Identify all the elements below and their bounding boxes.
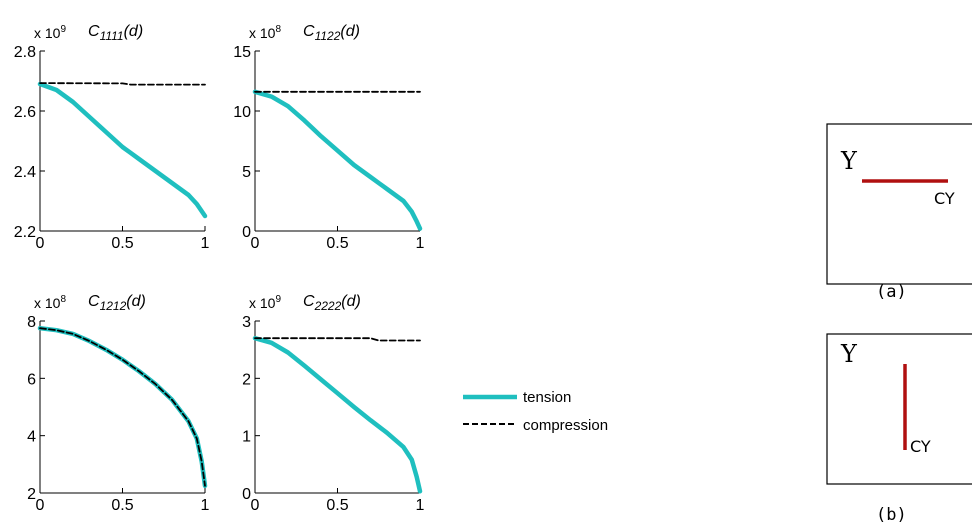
c1212-y-tick-label: 6 bbox=[27, 371, 36, 388]
c1212-title-subscript: 1212 bbox=[100, 299, 127, 313]
subplot-c1111: 0 0.5 1 2.2 2.4 2.6 2.8 x 109 C1111(d) bbox=[14, 23, 210, 252]
c1111-exponent: 9 bbox=[60, 24, 66, 35]
c1122-y-tick-label: 5 bbox=[242, 164, 251, 181]
diagram-a-cy-label: CY bbox=[934, 189, 955, 208]
diagram-a-frame bbox=[826, 123, 972, 285]
c1212-title-tail: (d) bbox=[126, 293, 146, 310]
c2222-exponent: 9 bbox=[275, 294, 281, 305]
c2222-function-title: C2222(d) bbox=[303, 293, 361, 313]
c1212-y-tick-label: 8 bbox=[27, 314, 36, 331]
c1111-series-compression bbox=[39, 82, 206, 86]
c1111-x-tick-label: 1 bbox=[201, 235, 210, 252]
c1122-y-tick-label: 15 bbox=[233, 44, 251, 61]
c2222-y-tick-label: 0 bbox=[242, 486, 251, 503]
legend: tension compression bbox=[463, 389, 608, 434]
c1111-series-tension bbox=[37, 81, 208, 219]
c1212-x-tick-label: 1 bbox=[201, 497, 210, 514]
c1212-exponent-label: x 108 bbox=[34, 294, 66, 311]
c1212-series-compression bbox=[39, 327, 206, 487]
c2222-exponent-label: x 109 bbox=[249, 294, 281, 311]
c2222-title-main: C bbox=[303, 293, 315, 310]
c1111-title-subscript: 1111 bbox=[100, 29, 124, 43]
c2222-title-tail: (d) bbox=[341, 293, 361, 310]
diagram-a: Y CY (a) bbox=[826, 123, 972, 302]
diagram-b-y-label: Y bbox=[840, 340, 858, 368]
c2222-title-subscript: 2222 bbox=[314, 299, 342, 313]
c2222-x-tick-label: 0.5 bbox=[326, 497, 348, 514]
c1122-x-tick-label: 0 bbox=[251, 235, 260, 252]
legend-compression-label: compression bbox=[523, 417, 608, 434]
c1111-title-tail: (d) bbox=[124, 23, 144, 40]
diagram-b-cy-label: CY bbox=[910, 437, 931, 456]
c1212-x-tick-label: 0.5 bbox=[111, 497, 133, 514]
c2222-y-tick-label: 3 bbox=[242, 314, 251, 331]
c1111-y-tick-label: 2.6 bbox=[14, 104, 36, 121]
c1212-y-tick-label: 2 bbox=[27, 486, 36, 503]
c2222-x-tick-label: 0 bbox=[251, 497, 260, 514]
c1212-x-tick-label: 0 bbox=[36, 497, 45, 514]
c1122-x-tick-label: 1 bbox=[416, 235, 425, 252]
c1122-y-tick-label: 10 bbox=[233, 104, 251, 121]
c1212-title-main: C bbox=[88, 293, 100, 310]
c2222-series-compression bbox=[254, 337, 421, 342]
c2222-series-tension bbox=[252, 335, 423, 494]
diagram-b-caption: (b) bbox=[876, 505, 907, 525]
c1111-exponent-label: x 109 bbox=[34, 24, 66, 41]
c1111-x-tick-label: 0 bbox=[36, 235, 45, 252]
c2222-x-tick-label: 1 bbox=[416, 497, 425, 514]
c1122-function-title: C1122(d) bbox=[303, 23, 360, 43]
diagram-b: Y CY (b) bbox=[826, 333, 972, 525]
c1122-title-subscript: 1122 bbox=[315, 29, 341, 43]
c1122-title-tail: (d) bbox=[340, 23, 360, 40]
c1122-exponent-label: x 108 bbox=[249, 24, 281, 41]
c1111-y-tick-label: 2.2 bbox=[14, 224, 36, 241]
diagram-b-frame bbox=[826, 333, 972, 485]
c2222-y-tick-label: 2 bbox=[242, 371, 251, 388]
c1111-function-title: C1111(d) bbox=[88, 23, 143, 43]
c2222-y-tick-label: 1 bbox=[242, 429, 251, 446]
diagram-a-caption: (a) bbox=[876, 282, 907, 302]
c1212-y-tick-label: 4 bbox=[27, 429, 36, 446]
c1212-series-tension bbox=[37, 325, 208, 489]
c1111-x-tick-label: 0.5 bbox=[111, 235, 133, 252]
subplot-c2222: 0 0.5 1 0 1 2 3 x 109 C2222(d) bbox=[242, 293, 424, 514]
c1122-x-tick-label: 0.5 bbox=[326, 235, 348, 252]
c1122-title-main: C bbox=[303, 23, 315, 40]
c1122-exponent: 8 bbox=[275, 24, 281, 35]
c1212-function-title: C1212(d) bbox=[88, 293, 146, 313]
diagram-a-y-label: Y bbox=[840, 147, 858, 175]
legend-tension-label: tension bbox=[523, 389, 571, 406]
c1212-exponent: 8 bbox=[60, 294, 66, 305]
c1111-title-main: C bbox=[88, 23, 100, 40]
c1122-y-tick-label: 0 bbox=[242, 224, 251, 241]
c1122-series-tension bbox=[252, 89, 423, 231]
c1111-y-tick-label: 2.8 bbox=[14, 44, 36, 61]
c1111-y-tick-label: 2.4 bbox=[14, 164, 36, 181]
